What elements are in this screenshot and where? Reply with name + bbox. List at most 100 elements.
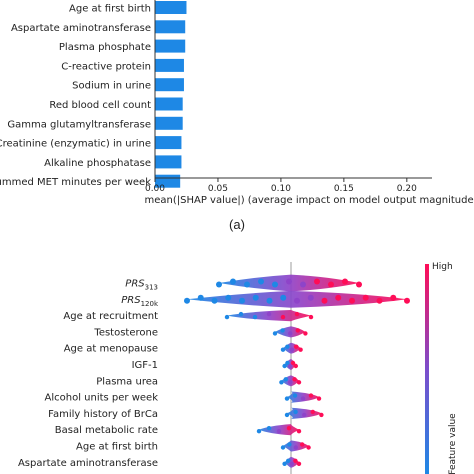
swarm bbox=[279, 375, 302, 387]
swarm-point bbox=[288, 331, 293, 336]
swarm-point bbox=[184, 297, 190, 304]
swarm-point bbox=[292, 377, 297, 382]
swarm-point bbox=[197, 294, 204, 301]
swarm-point bbox=[266, 426, 272, 431]
swarm-point bbox=[300, 281, 306, 288]
feature-label: PRS313 bbox=[125, 279, 158, 292]
x-tick-label: 0.10 bbox=[271, 184, 291, 194]
swarm-point bbox=[224, 314, 230, 320]
swarm-point bbox=[284, 396, 290, 401]
swarm-point bbox=[296, 461, 302, 466]
swarm-point bbox=[286, 426, 292, 431]
x-tick-label: 0.00 bbox=[145, 184, 165, 194]
swarm-point bbox=[272, 331, 278, 336]
swarm-point bbox=[258, 278, 264, 285]
swarm-point bbox=[356, 281, 362, 288]
swarm-point bbox=[211, 297, 218, 304]
swarm bbox=[224, 310, 314, 322]
bar bbox=[155, 116, 183, 130]
swarm-point bbox=[252, 314, 258, 320]
bar-label: Summed MET minutes per week bbox=[0, 177, 151, 188]
bar-label: Aspartate aminotransferase bbox=[11, 23, 151, 34]
swarm-point bbox=[316, 396, 322, 401]
swarm-point bbox=[239, 297, 245, 304]
swarm-point bbox=[295, 328, 300, 333]
feature-label: Plasma urea bbox=[96, 376, 158, 387]
swarm-point bbox=[266, 311, 272, 317]
swarm-point bbox=[293, 458, 298, 463]
swarm-point bbox=[328, 281, 334, 288]
swarm-point bbox=[286, 458, 291, 463]
swarm-point bbox=[314, 278, 320, 285]
panel-a-caption: (a) bbox=[229, 217, 245, 232]
feature-label: Testosterone bbox=[93, 327, 158, 338]
swarm-point bbox=[293, 445, 298, 450]
swarm-point bbox=[300, 442, 305, 447]
swarm-point bbox=[294, 297, 300, 304]
bar bbox=[155, 78, 184, 92]
swarm-point bbox=[289, 347, 294, 352]
swarm bbox=[256, 424, 302, 436]
feature-label: Basal metabolic rate bbox=[55, 425, 158, 436]
swarm-point bbox=[292, 393, 298, 398]
feature-labels: PRS313 PRS120k Age at recruitment Testoster… bbox=[18, 279, 159, 469]
bar-label: Red blood cell count bbox=[49, 100, 151, 111]
swarm bbox=[216, 274, 362, 292]
swarm-point bbox=[303, 331, 308, 336]
swarm-point bbox=[404, 297, 410, 304]
feature-label: Age at recruitment bbox=[63, 311, 158, 322]
x-axis-ticks: 0.00 0.05 0.10 0.15 0.20 bbox=[145, 178, 417, 194]
feature-label: PRS120k bbox=[121, 295, 159, 308]
colorbar-gradient bbox=[425, 264, 429, 474]
swarm-point bbox=[298, 347, 303, 352]
swarm bbox=[280, 342, 303, 354]
swarm bbox=[282, 456, 302, 468]
colorbar-title: Feature value bbox=[448, 413, 458, 474]
swarm-point bbox=[286, 278, 292, 285]
bar-label: C-reactive protein bbox=[61, 61, 151, 72]
swarm-point bbox=[280, 328, 285, 333]
mean-shap-bar-chart: Age at first birth Aspartate aminotransfe… bbox=[0, 0, 474, 206]
swarms bbox=[184, 274, 410, 468]
swarm-point bbox=[282, 461, 287, 466]
swarm-point bbox=[307, 294, 314, 301]
swarm-point bbox=[342, 278, 348, 285]
bar bbox=[155, 58, 184, 72]
swarm-point bbox=[244, 281, 250, 288]
shap-beeswarm-chart: PRS313 PRS120k Age at recruitment Testoster… bbox=[18, 262, 458, 474]
swarm-point bbox=[289, 461, 294, 466]
swarm-point bbox=[290, 360, 296, 366]
feature-label: Aspartate aminotransferase bbox=[18, 458, 158, 469]
swarm-point bbox=[296, 380, 302, 385]
x-tick-label: 0.15 bbox=[334, 184, 354, 194]
swarm-point bbox=[280, 294, 287, 301]
swarm-point bbox=[308, 314, 314, 320]
swarm-point bbox=[362, 294, 369, 301]
feature-label: Age at menopause bbox=[64, 344, 158, 355]
colorbar: High Feature value bbox=[425, 262, 458, 474]
swarm-point bbox=[293, 409, 298, 415]
feature-label: Family history of BrCa bbox=[48, 409, 158, 420]
swarm-point bbox=[349, 297, 355, 304]
x-tick-label: 0.20 bbox=[397, 184, 417, 194]
bars bbox=[155, 1, 187, 188]
feature-label: Alcohol units per week bbox=[45, 393, 159, 404]
swarm-point bbox=[225, 294, 232, 301]
feature-label: IGF-1 bbox=[132, 360, 158, 371]
swarm-point bbox=[287, 442, 292, 447]
swarm-point bbox=[335, 294, 342, 301]
swarm bbox=[282, 358, 298, 371]
swarm-point bbox=[280, 314, 286, 320]
colorbar-high-label: High bbox=[432, 262, 453, 272]
swarm-point bbox=[279, 380, 284, 385]
bar-label: Plasma phosphate bbox=[59, 42, 151, 53]
swarm-point bbox=[252, 294, 259, 301]
swarm-point bbox=[390, 294, 397, 301]
swarm bbox=[280, 440, 311, 452]
swarm-point bbox=[230, 278, 236, 285]
bar bbox=[155, 1, 187, 14]
swarm-point bbox=[294, 311, 300, 317]
bar-label: Gamma glutamyltransferase bbox=[7, 119, 151, 130]
swarm-point bbox=[280, 347, 286, 352]
swarm-point bbox=[283, 377, 288, 382]
